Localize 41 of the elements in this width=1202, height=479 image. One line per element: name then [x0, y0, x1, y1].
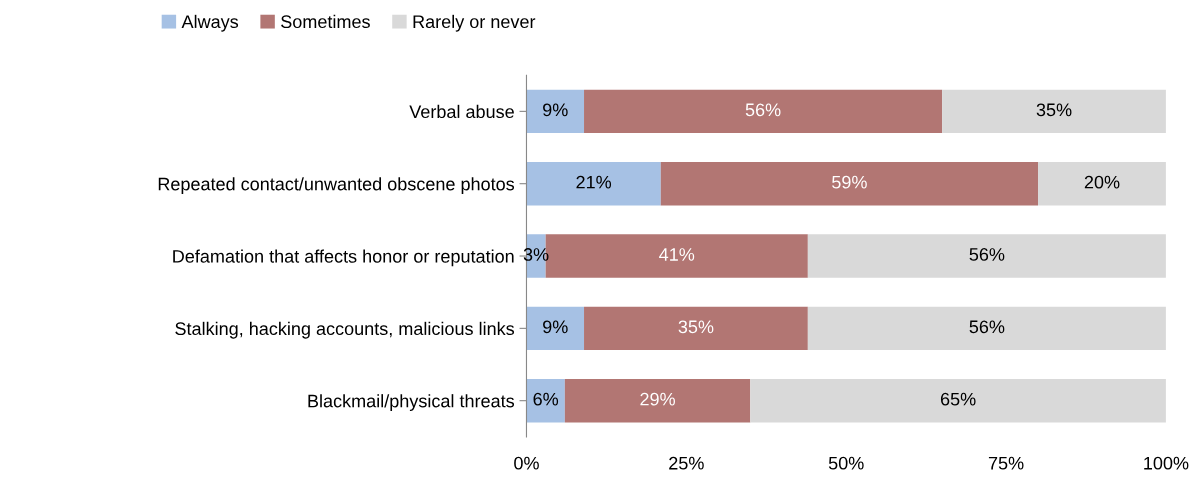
data-label: 3%	[523, 248, 549, 261]
bar	[564, 378, 751, 423]
x-tick-label: 100%	[1144, 456, 1189, 470]
data-label: 59%	[832, 175, 867, 189]
y-tick-label: Verbal abuse	[409, 104, 514, 119]
legend-label: Always	[181, 14, 239, 32]
bar	[526, 306, 585, 351]
bar	[584, 306, 808, 351]
bar	[807, 234, 1166, 278]
data-label: 21%	[576, 175, 612, 189]
bar	[1038, 162, 1166, 206]
bar	[526, 378, 565, 423]
data-label: 29%	[640, 392, 675, 406]
data-label: 56%	[969, 248, 1005, 261]
x-tick-label: 25%	[669, 456, 704, 470]
y-tick-label: Blackmail/physical threats	[308, 394, 515, 411]
bar	[584, 89, 943, 134]
data-label: 20%	[1084, 175, 1120, 189]
bar	[526, 162, 661, 206]
legend-label: Rarely or never	[413, 14, 536, 32]
bar	[750, 378, 1166, 423]
x-tick-label: 75%	[988, 456, 1024, 470]
y-tick-label: Repeated contact/unwanted obscene photos	[158, 177, 515, 194]
bar	[526, 89, 585, 134]
bar	[660, 162, 1039, 206]
data-label: 56%	[745, 103, 781, 117]
y-tick-label: Stalking, hacking accounts, malicious links	[175, 321, 515, 339]
data-label: 35%	[1036, 103, 1072, 117]
legend-label: Sometimes	[281, 14, 370, 29]
data-label: 6%	[533, 392, 559, 406]
data-label: 9%	[543, 320, 568, 334]
x-tick-label: 50%	[828, 456, 864, 470]
x-tick-label: 0%	[514, 456, 539, 470]
data-label: 41%	[659, 248, 695, 261]
bar	[807, 306, 1166, 351]
data-label: 35%	[678, 320, 714, 334]
data-label: 9%	[543, 103, 568, 117]
y-tick-label: Defamation that affects honor or reputation	[173, 249, 514, 267]
bar	[942, 89, 1166, 134]
data-label: 56%	[969, 320, 1005, 334]
data-label: 65%	[940, 392, 976, 406]
